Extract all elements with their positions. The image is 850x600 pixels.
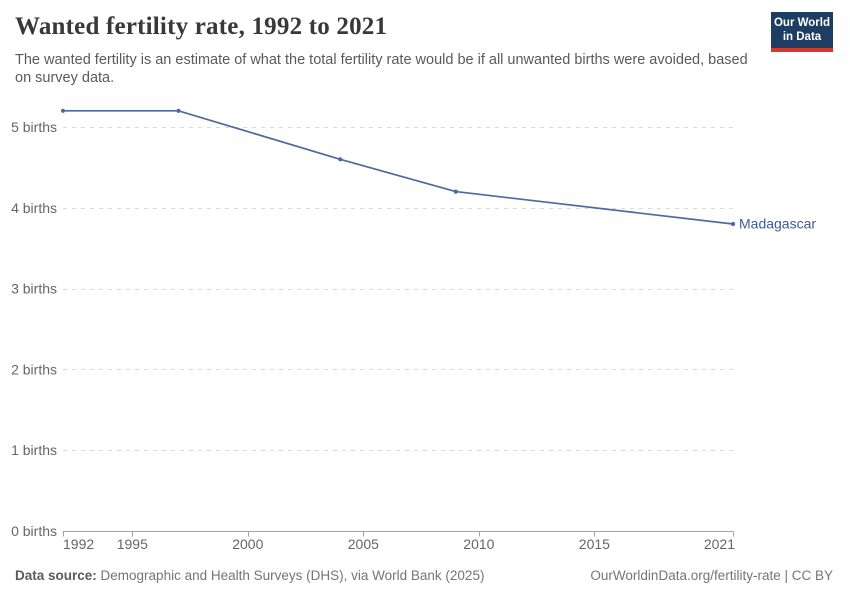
data-source-label: Data source:: [15, 568, 97, 583]
x-tick-label: 2000: [232, 536, 263, 552]
y-tick-label: 0 births: [11, 523, 57, 539]
data-point[interactable]: [60, 108, 66, 113]
chart-footer: Data source: Demographic and Health Surv…: [15, 568, 833, 583]
data-source-text: Demographic and Health Surveys (DHS), vi…: [96, 568, 485, 583]
x-tick-label: 2015: [579, 536, 610, 552]
x-tick-label: 1992: [63, 536, 94, 552]
footer-rights-link[interactable]: OurWorldinData.org/fertility-rate | CC B…: [590, 568, 833, 583]
data-point[interactable]: [730, 221, 736, 227]
y-tick-label: 4 births: [11, 200, 57, 216]
y-tick-label: 1 births: [11, 442, 57, 458]
x-tick-label: 2010: [463, 536, 494, 552]
chart-subtitle: The wanted fertility is an estimate of w…: [15, 52, 748, 86]
data-point[interactable]: [453, 189, 458, 194]
data-source: Data source: Demographic and Health Surv…: [15, 568, 484, 583]
owid-logo[interactable]: Our World in Data: [771, 12, 833, 52]
data-point[interactable]: [176, 108, 181, 113]
x-tick-label: 2021: [704, 536, 735, 552]
owid-logo-line2: in Data: [782, 30, 822, 43]
owid-logo-line1: Our World: [773, 17, 830, 29]
x-tick-label: 2005: [348, 536, 379, 552]
y-tick-label: 3 births: [11, 281, 57, 297]
x-tick-label: 1995: [117, 536, 148, 552]
y-tick-label: 5 births: [11, 119, 57, 135]
data-point[interactable]: [338, 157, 343, 162]
entity-label-madagascar[interactable]: Madagascar: [739, 215, 816, 231]
y-tick-label: 2 births: [11, 361, 57, 377]
page-title: Wanted fertility rate, 1992 to 2021: [15, 13, 388, 40]
